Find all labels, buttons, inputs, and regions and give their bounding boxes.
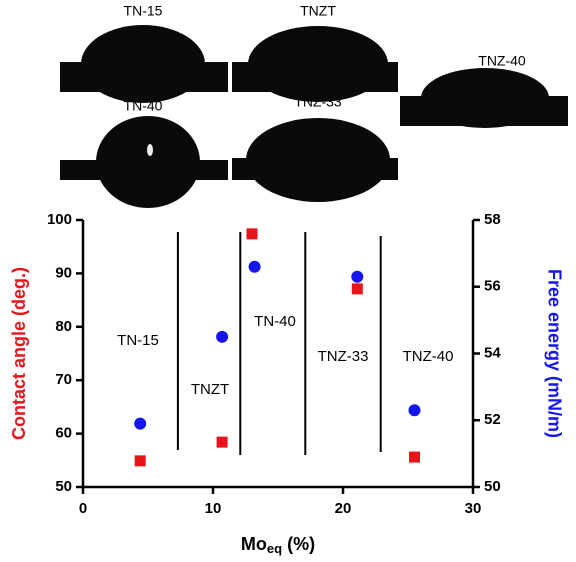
droplet-image: TNZT <box>232 3 398 102</box>
droplet-image: TNZ-33 <box>232 94 398 202</box>
annotation: TN-15 <box>117 332 159 349</box>
x-title-sub: eq <box>267 541 282 556</box>
circle-point <box>351 270 364 283</box>
annotation: TNZT <box>191 381 229 398</box>
y2-tick-label: 50 <box>484 478 501 495</box>
droplet-images: TN-15 TNZT TNZ-40 TN-40 TNZ-33 <box>60 3 568 208</box>
y-tick-label: 50 <box>55 478 72 495</box>
x-tick-label: 0 <box>79 500 87 517</box>
x-axis-title: Moeq (%) <box>241 534 315 557</box>
image-label: TN-15 <box>124 3 163 19</box>
x-tick-label: 10 <box>205 500 222 517</box>
y2-tick-label: 58 <box>484 211 501 228</box>
image-label: TNZ-33 <box>294 94 342 110</box>
circle-point <box>216 330 229 343</box>
x-tick-label: 30 <box>465 500 482 517</box>
plot: 0 10 20 3050607080901005052545658TN-15TNZTT… <box>9 211 565 556</box>
circle-point <box>248 260 261 273</box>
y-tick-label: 60 <box>55 425 72 442</box>
annotation: TNZ-40 <box>403 348 454 365</box>
y2-axis-title: Free energy (mN/m) <box>544 269 564 438</box>
y2-tick-label: 52 <box>484 411 501 428</box>
square-point <box>246 228 258 240</box>
square-point <box>351 283 363 295</box>
y2-tick-label: 54 <box>484 344 501 361</box>
x-tick-label: 20 <box>335 500 352 517</box>
x-title-main: Mo <box>241 534 267 554</box>
image-label: TNZ-40 <box>478 53 526 69</box>
y-tick-label: 70 <box>55 371 72 388</box>
square-point <box>409 451 420 463</box>
y-axis-title: Contact angle (deg.) <box>9 267 29 440</box>
square-point <box>216 436 228 448</box>
circle-point <box>408 404 421 417</box>
droplet-image: TN-15 <box>60 3 228 103</box>
y-tick-label: 100 <box>47 211 72 228</box>
image-label: TN-40 <box>124 98 163 114</box>
image-label: TNZT <box>300 3 336 19</box>
droplet-image: TNZ-40 <box>400 53 568 128</box>
annotation: TNZ-33 <box>318 348 369 365</box>
y-tick-label: 90 <box>55 264 72 281</box>
x-title-suffix: (%) <box>287 534 315 554</box>
y2-tick-label: 56 <box>484 278 501 295</box>
circle-point <box>134 417 147 430</box>
square-point <box>134 455 146 467</box>
droplet-image: TN-40 <box>60 98 228 208</box>
annotation: TN-40 <box>254 313 296 330</box>
y-tick-label: 80 <box>55 318 72 335</box>
